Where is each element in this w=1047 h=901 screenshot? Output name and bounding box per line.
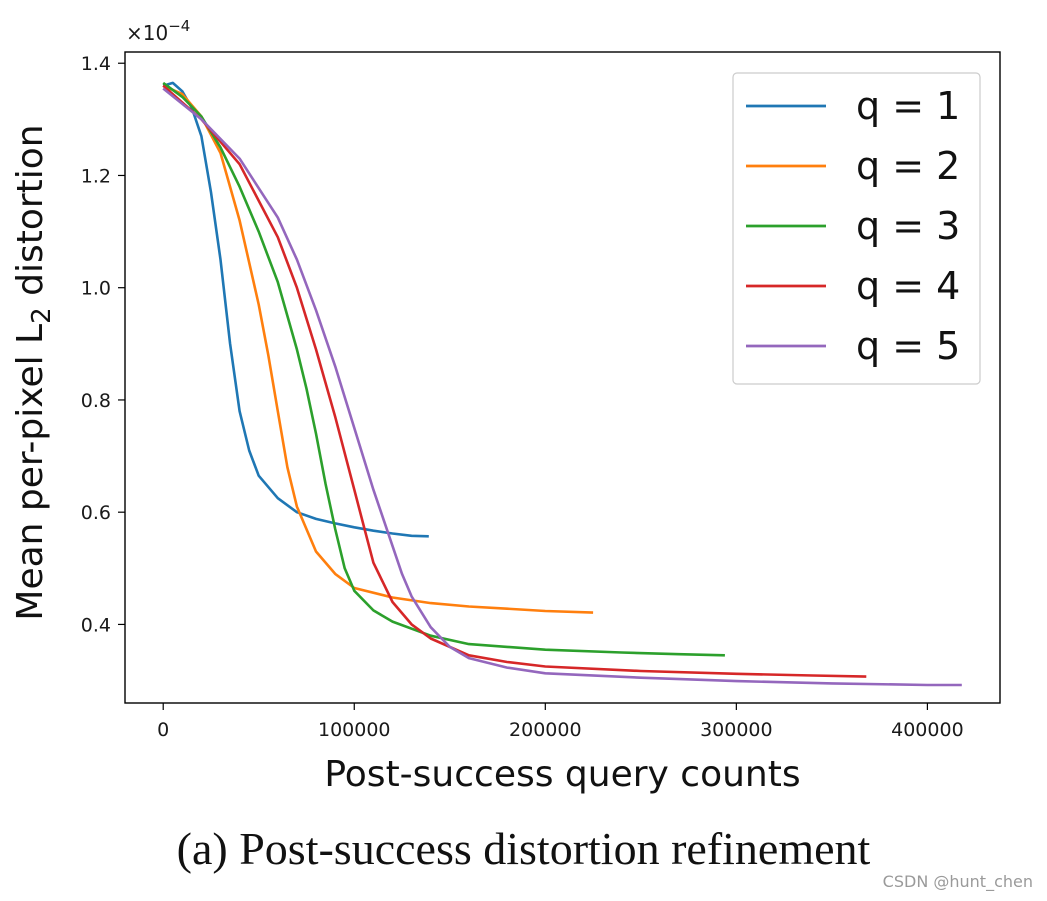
series-line-q1	[162, 81, 429, 538]
y-scale-multiplier: ×10−4	[126, 17, 190, 45]
watermark: CSDN @hunt_chen	[882, 872, 1033, 891]
series-line-q4	[162, 84, 867, 678]
chart: 0 100000 200000 300000 400000 0.4 0.6 0.8 1.0 1.2…	[10, 17, 1001, 795]
legend-label-q1: q = 1	[856, 84, 960, 128]
legend-label-q2: q = 2	[856, 144, 960, 188]
series-line-q3	[162, 81, 725, 657]
series-line-q2	[162, 84, 594, 614]
y-tick-label: 0.6	[81, 502, 111, 524]
x-tick-label: 300000	[700, 719, 773, 741]
plot-area	[124, 51, 1001, 704]
figure-caption: (a) Post-success distortion refinement	[176, 823, 871, 874]
y-tick-label: 1.4	[81, 53, 111, 75]
x-axis-title: Post-success query counts	[324, 754, 800, 795]
legend-label-q3: q = 3	[856, 204, 960, 248]
legend: q = 1 q = 2 q = 3 q = 4 q = 5	[732, 72, 981, 385]
series-line-q5	[162, 87, 962, 687]
x-tick-label: 200000	[509, 719, 582, 741]
x-tick-label: 100000	[318, 719, 391, 741]
legend-label-q4: q = 4	[856, 264, 960, 308]
x-tick-label: 0	[157, 719, 169, 741]
y-tick-label: 0.4	[81, 614, 111, 636]
y-tick-label: 1.2	[81, 165, 111, 187]
y-axis-title: Mean per-pixel L2 distortion	[10, 124, 57, 620]
legend-label-q5: q = 5	[856, 324, 960, 368]
y-tick-label: 0.8	[81, 390, 111, 412]
y-tick-label: 1.0	[81, 278, 111, 300]
x-tick-label: 400000	[891, 719, 964, 741]
